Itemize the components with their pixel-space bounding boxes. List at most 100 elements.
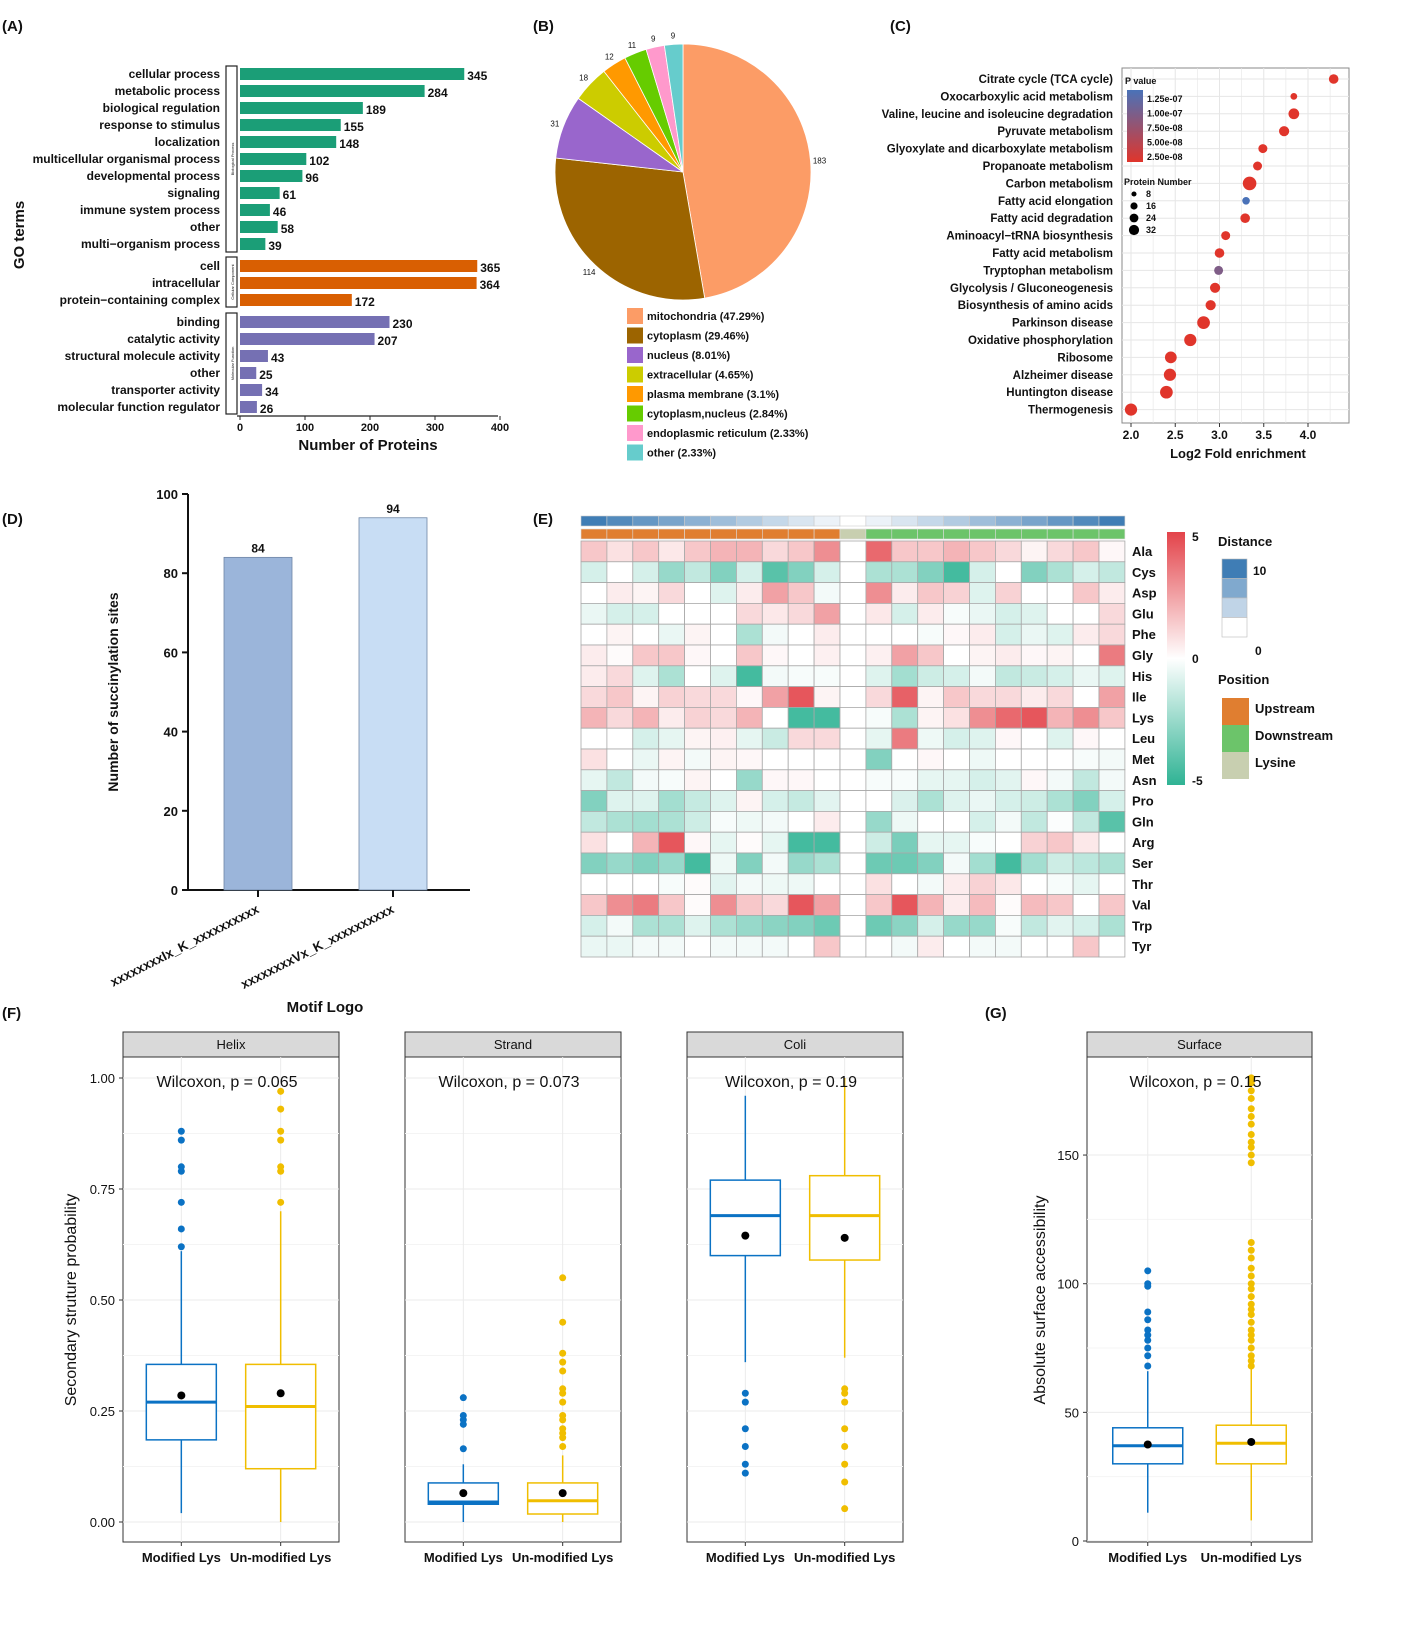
position-cell [995, 528, 1022, 540]
outlier-point [559, 1398, 567, 1406]
facet-panel [1086, 1056, 1313, 1543]
heatmap-cell [787, 561, 815, 583]
p-value-label: 2.50e-08 [1147, 152, 1183, 162]
heatmap-cell [813, 811, 841, 833]
heatmap-cell [1020, 935, 1048, 958]
heatmap-cell [969, 623, 996, 646]
go-bar [240, 204, 270, 216]
y-tick-label: 150 [1057, 1148, 1079, 1163]
heatmap-cell [580, 935, 608, 958]
heatmap-cell [865, 873, 893, 895]
heatmap-cell [1072, 582, 1100, 604]
heatmap-cell [1020, 727, 1048, 750]
enrichment-dot [1240, 213, 1250, 223]
heatmap-cell [865, 935, 893, 958]
go-bar-value: 345 [467, 69, 487, 83]
heatmap-cell [632, 561, 660, 583]
position-cell [736, 528, 763, 540]
outlier-point [1247, 1087, 1255, 1095]
outlier-point [459, 1411, 467, 1419]
amino-acid-label: Ser [1132, 856, 1153, 871]
heatmap-cell [580, 582, 608, 604]
heatmap-cell [1020, 831, 1048, 854]
heatmap-cell [995, 707, 1022, 729]
heatmap-cell [710, 831, 737, 854]
heatmap-cell [710, 623, 737, 646]
plot-frame [1121, 67, 1350, 424]
heatmap-cell [839, 790, 867, 812]
heatmap-cell [606, 769, 634, 791]
heatmap-cell [606, 644, 634, 667]
heatmap-cell [1098, 707, 1126, 729]
heatmap-cell [632, 790, 660, 812]
y-tick-label: 0 [171, 883, 178, 898]
heatmap-cell [736, 790, 763, 812]
heatmap-cell [969, 769, 996, 791]
outlier-point [1247, 1130, 1255, 1138]
x-tick-label: Modified Lys [142, 1550, 221, 1565]
heatmap-cell [995, 561, 1022, 583]
heatmap-cell [1072, 831, 1100, 854]
heatmap-cell [580, 915, 608, 937]
outlier-point [1144, 1280, 1152, 1288]
outlier-point [277, 1163, 285, 1171]
legend-swatch [627, 386, 643, 402]
go-bar [240, 85, 425, 97]
heatmap-cell [943, 873, 970, 895]
amino-acid-label: Trp [1132, 918, 1152, 933]
heatmap-cell [787, 582, 815, 604]
heatmap-cell [787, 748, 815, 771]
p-value-label: 1.00e-07 [1147, 109, 1183, 119]
amino-acid-label: Glu [1132, 606, 1154, 621]
heatmap-cell [995, 603, 1022, 625]
heatmap-cell [1046, 603, 1074, 625]
heatmap-cell [1072, 894, 1100, 916]
heatmap-cell [606, 582, 634, 604]
outlier-point [1247, 1280, 1255, 1288]
heatmap-cell [787, 686, 815, 708]
heatmap-cell [943, 935, 970, 958]
heatmap-cell [839, 852, 867, 875]
enrichment-dot [1328, 74, 1339, 84]
heatmap-cell [995, 644, 1022, 667]
distance-cell [710, 515, 737, 527]
heatmap-cell [761, 686, 789, 708]
amino-acid-label: Val [1132, 898, 1151, 913]
heatmap-cell [632, 707, 660, 729]
heatmap-cell [684, 707, 711, 729]
go-term-label: signaling [167, 186, 220, 200]
amino-acid-label: His [1132, 669, 1152, 684]
heatmap-cell [839, 603, 867, 625]
heatmap-cell [580, 852, 608, 875]
y-tick-label: 1.00 [90, 1071, 115, 1086]
heatmap-cell [658, 915, 686, 937]
amino-acid-label: Lys [1132, 710, 1154, 725]
heatmap-cell [736, 582, 763, 604]
heatmap-cell [969, 707, 996, 729]
p-value-colorbar [1127, 90, 1143, 162]
heatmap-cell [710, 873, 737, 895]
go-bar-value: 189 [366, 103, 386, 117]
heatmap-cell [1072, 644, 1100, 667]
heatmap-cell [813, 935, 841, 958]
heatmap-cell [1098, 935, 1126, 958]
outlier-point [1247, 1239, 1255, 1247]
heatmap-cell [917, 915, 945, 937]
pie-slice [663, 43, 684, 173]
go-bar [240, 187, 280, 199]
heatmap-cell [580, 811, 608, 833]
heatmap-colorbar [1167, 532, 1185, 785]
heatmap-cell [684, 623, 711, 646]
heatmap-cell [813, 686, 841, 708]
position-legend-swatch [1222, 725, 1249, 752]
outlier-point [559, 1367, 567, 1375]
distance-cell [917, 515, 944, 527]
panel-label: (E) [533, 511, 553, 528]
amino-acid-label: Ile [1132, 690, 1146, 705]
heatmap-cell [1046, 811, 1074, 833]
motif-bar [358, 517, 428, 891]
heatmap-cell [710, 686, 737, 708]
heatmap-cell [995, 852, 1022, 875]
heatmap-cell [1072, 790, 1100, 812]
heatmap-cell [891, 603, 919, 625]
